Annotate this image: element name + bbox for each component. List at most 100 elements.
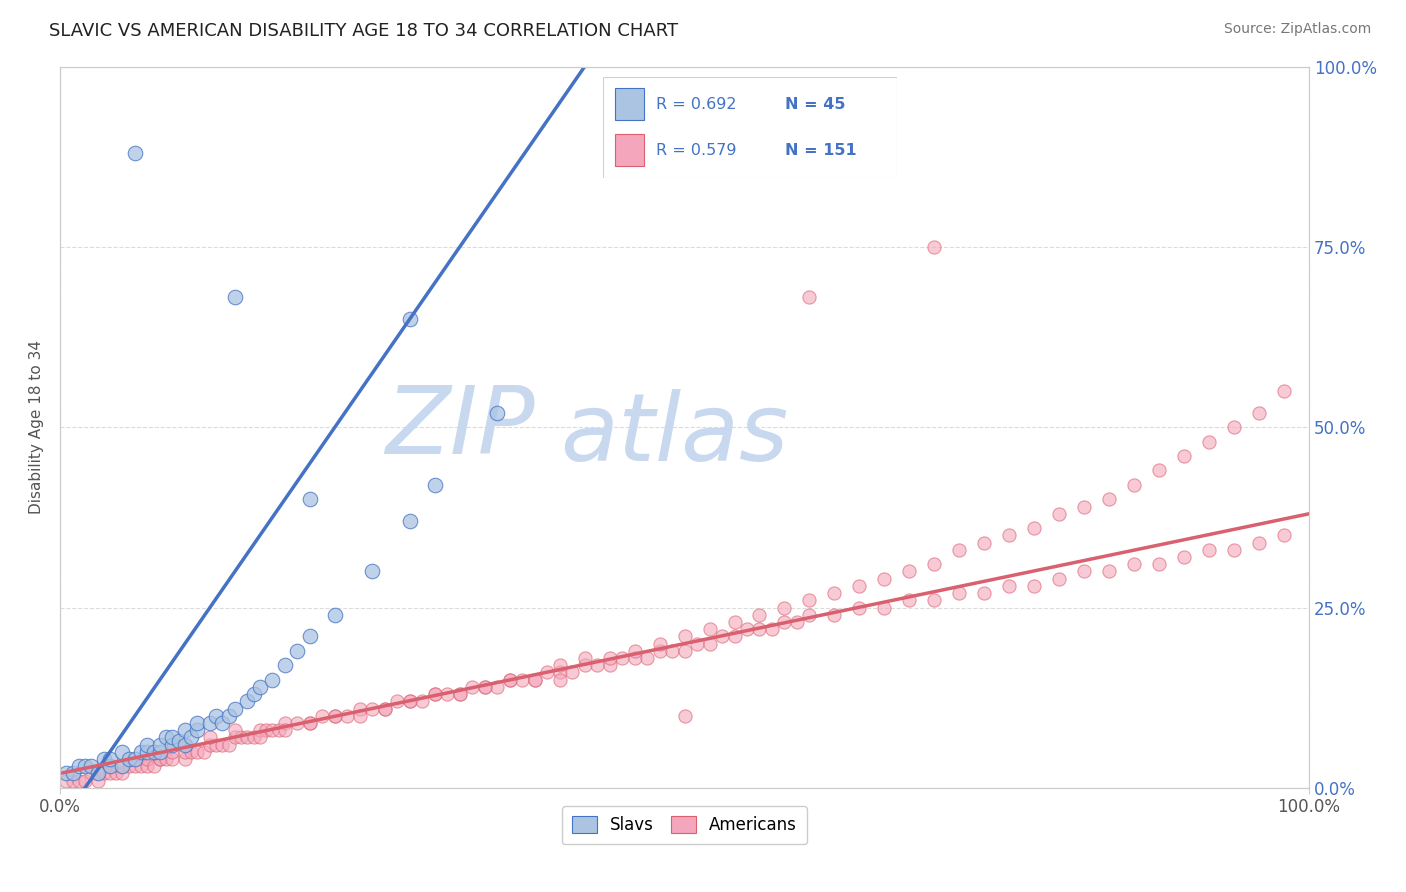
- Point: [86, 773, 108, 788]
- Point: [174, 738, 197, 752]
- Point: [361, 701, 384, 715]
- Point: [274, 658, 297, 673]
- Point: [323, 708, 346, 723]
- Point: [1249, 406, 1271, 420]
- Point: [186, 745, 208, 759]
- Point: [823, 607, 845, 622]
- Point: [1073, 500, 1095, 514]
- Point: [1223, 542, 1246, 557]
- Point: [924, 558, 946, 572]
- Text: ZIP: ZIP: [385, 382, 534, 473]
- Point: [599, 658, 621, 673]
- Point: [374, 701, 396, 715]
- Point: [561, 665, 583, 680]
- Point: [1123, 478, 1146, 492]
- Point: [898, 565, 921, 579]
- Point: [167, 734, 190, 748]
- Point: [474, 680, 496, 694]
- Point: [548, 658, 571, 673]
- Text: atlas: atlas: [560, 389, 787, 480]
- Point: [267, 723, 290, 738]
- Point: [186, 715, 208, 730]
- Point: [1147, 558, 1170, 572]
- Point: [423, 687, 446, 701]
- Point: [848, 600, 870, 615]
- Point: [398, 694, 420, 708]
- Point: [236, 731, 259, 745]
- Point: [93, 752, 115, 766]
- Point: [1123, 558, 1146, 572]
- Point: [236, 694, 259, 708]
- Point: [80, 766, 103, 780]
- Point: [73, 759, 96, 773]
- Point: [599, 651, 621, 665]
- Point: [998, 528, 1021, 542]
- Point: [623, 644, 645, 658]
- Point: [823, 586, 845, 600]
- Text: SLAVIC VS AMERICAN DISABILITY AGE 18 TO 34 CORRELATION CHART: SLAVIC VS AMERICAN DISABILITY AGE 18 TO …: [49, 22, 678, 40]
- Point: [1249, 535, 1271, 549]
- Point: [349, 708, 371, 723]
- Point: [748, 607, 770, 622]
- Point: [162, 731, 184, 745]
- Point: [136, 759, 159, 773]
- Point: [98, 766, 121, 780]
- Point: [799, 290, 821, 304]
- Point: [1198, 542, 1220, 557]
- Legend: Slavs, Americans: Slavs, Americans: [562, 806, 807, 845]
- Point: [799, 607, 821, 622]
- Point: [224, 701, 246, 715]
- Point: [218, 738, 240, 752]
- Point: [1223, 420, 1246, 434]
- Point: [124, 759, 146, 773]
- Point: [349, 701, 371, 715]
- Point: [149, 752, 172, 766]
- Point: [423, 687, 446, 701]
- Point: [162, 738, 184, 752]
- Point: [924, 240, 946, 254]
- Point: [274, 723, 297, 738]
- Point: [111, 745, 134, 759]
- Point: [574, 658, 596, 673]
- Point: [711, 629, 734, 643]
- Point: [436, 687, 458, 701]
- Point: [155, 731, 177, 745]
- Point: [574, 651, 596, 665]
- Point: [193, 745, 215, 759]
- Point: [136, 745, 159, 759]
- Point: [323, 708, 346, 723]
- Point: [648, 637, 671, 651]
- Point: [323, 607, 346, 622]
- Point: [98, 759, 121, 773]
- Point: [449, 687, 471, 701]
- Point: [198, 715, 221, 730]
- Point: [398, 514, 420, 528]
- Point: [86, 766, 108, 780]
- Point: [211, 715, 233, 730]
- Point: [723, 629, 745, 643]
- Point: [998, 579, 1021, 593]
- Point: [1024, 521, 1046, 535]
- Point: [129, 759, 152, 773]
- Point: [686, 637, 709, 651]
- Point: [205, 708, 228, 723]
- Point: [231, 731, 253, 745]
- Point: [973, 535, 995, 549]
- Point: [1147, 463, 1170, 477]
- Point: [673, 644, 696, 658]
- Point: [924, 593, 946, 607]
- Point: [111, 759, 134, 773]
- Point: [298, 629, 321, 643]
- Point: [786, 615, 808, 629]
- Point: [523, 673, 546, 687]
- Point: [699, 622, 721, 636]
- Point: [548, 673, 571, 687]
- Point: [224, 290, 246, 304]
- Point: [398, 694, 420, 708]
- Point: [174, 745, 197, 759]
- Point: [205, 738, 228, 752]
- Point: [180, 731, 202, 745]
- Point: [224, 731, 246, 745]
- Point: [242, 731, 264, 745]
- Point: [73, 773, 96, 788]
